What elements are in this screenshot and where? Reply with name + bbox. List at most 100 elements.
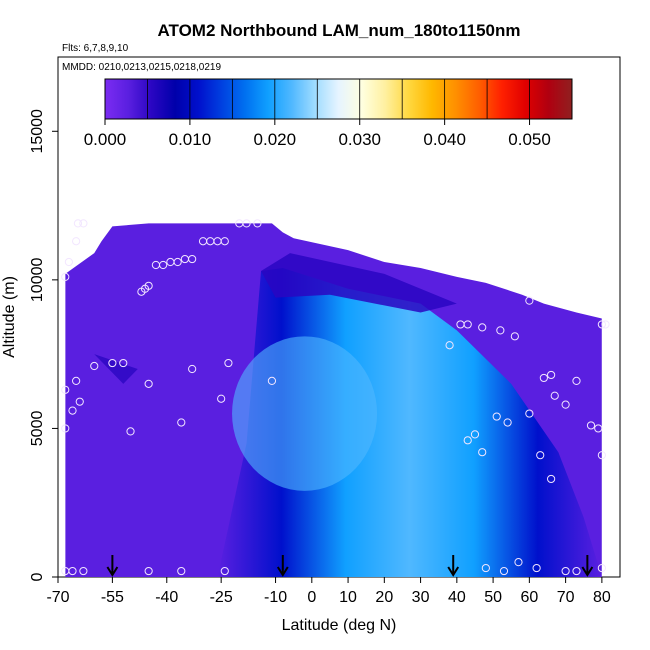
flight-point xyxy=(525,409,534,418)
heatmap-streak xyxy=(94,354,138,384)
arrow-head xyxy=(106,566,119,577)
chart-title: ATOM2 Northbound LAM_num_180to1150nm xyxy=(157,21,520,40)
flight-point xyxy=(61,272,70,281)
colorbar: 0.000 0.010 0.020 0.030 0.040 0.050 xyxy=(84,78,573,149)
flight-points-layer xyxy=(61,219,610,576)
colorbar-tick-label: 0.020 xyxy=(254,130,297,149)
flight-point xyxy=(514,558,523,567)
x-axis-label: Latitude (deg N) xyxy=(282,617,397,634)
flight-point xyxy=(463,436,472,445)
x-tick-label: 0 xyxy=(307,589,316,606)
flight-point xyxy=(503,418,512,427)
flight-point xyxy=(220,237,229,246)
arrows-layer xyxy=(106,555,594,577)
y-tick-label: 5000 xyxy=(29,411,46,447)
flight-point xyxy=(61,424,70,433)
flight-point xyxy=(79,566,88,576)
x-tick-label: 40 xyxy=(448,589,466,606)
flight-point xyxy=(220,566,229,576)
flight-point xyxy=(90,361,99,371)
flight-point xyxy=(597,563,606,573)
flight-point xyxy=(478,448,487,457)
flight-point xyxy=(496,326,505,335)
y-tick-label: 15000 xyxy=(29,109,46,154)
flight-point xyxy=(72,376,81,385)
x-tick-label: 20 xyxy=(375,589,393,606)
colorbar-tick-label: 0.030 xyxy=(338,130,381,149)
flight-point xyxy=(445,341,454,350)
flight-point xyxy=(572,566,581,576)
flight-point xyxy=(536,451,545,460)
x-tick-label: 80 xyxy=(593,589,611,606)
flight-point xyxy=(597,320,606,329)
flight-point xyxy=(594,424,603,433)
flight-point xyxy=(188,254,197,264)
flight-point xyxy=(68,406,77,415)
arrow-head xyxy=(581,566,594,577)
flight-point xyxy=(547,370,556,380)
x-tick-label: -40 xyxy=(155,589,178,606)
flight-point xyxy=(597,451,606,460)
y-axis: 0 5000 10000 15000 xyxy=(29,109,58,581)
flight-point xyxy=(177,566,186,576)
flight-point xyxy=(144,379,153,388)
arrow-head xyxy=(447,566,460,577)
flight-point xyxy=(492,412,501,421)
flight-point xyxy=(561,566,570,576)
flight-point xyxy=(586,421,596,430)
flight-point xyxy=(572,376,581,385)
dates-annotation: MMDD: 0210,0213,0215,0218,0219 xyxy=(62,62,221,73)
flight-point xyxy=(550,391,559,400)
flight-point xyxy=(159,260,168,270)
x-tick-label: 30 xyxy=(412,589,430,606)
x-tick-label: -10 xyxy=(264,589,287,606)
colorbar-tick-label: 0.050 xyxy=(508,130,551,149)
x-tick-label: 70 xyxy=(557,589,575,606)
flight-point xyxy=(532,563,541,573)
arrow-head xyxy=(276,566,289,577)
colorbar-tick-label: 0.010 xyxy=(169,130,212,149)
flight-point xyxy=(217,394,226,403)
flight-point xyxy=(79,219,88,228)
flight-point xyxy=(224,358,233,368)
y-axis-label: Altitude (m) xyxy=(1,276,18,358)
flight-point xyxy=(547,474,556,484)
flight-point xyxy=(188,364,197,374)
heatmap-upper-band xyxy=(261,253,457,313)
flight-point xyxy=(539,373,548,383)
flights-annotation: Flts: 6,7,8,9,10 xyxy=(62,43,129,54)
x-tick-label: 50 xyxy=(484,589,502,606)
flight-point xyxy=(463,320,472,329)
flight-point xyxy=(561,400,570,409)
colorbar-gradient xyxy=(104,78,573,120)
flight-point xyxy=(126,427,135,436)
flight-point xyxy=(510,332,519,341)
flight-point xyxy=(64,257,73,267)
x-tick-label: 60 xyxy=(520,589,538,606)
flight-point xyxy=(75,397,84,406)
flight-point xyxy=(119,358,128,368)
flight-point xyxy=(525,296,534,305)
flight-point xyxy=(601,320,610,329)
x-axis: -70 -55 -40 -25 -10 0 10 20 30 40 50 60 70 80 xyxy=(46,577,611,606)
flight-point xyxy=(144,281,153,290)
colorbar-tick-label: 0.040 xyxy=(423,130,466,149)
flight-point xyxy=(61,385,70,394)
flight-point xyxy=(481,563,490,573)
flight-point xyxy=(173,257,182,267)
flight-point xyxy=(470,430,480,439)
flight-point xyxy=(499,566,509,576)
flight-point xyxy=(108,358,117,368)
x-tick-label: -70 xyxy=(46,589,69,606)
flight-point xyxy=(242,219,251,228)
flight-point xyxy=(73,219,83,228)
x-tick-label: 10 xyxy=(339,589,357,606)
flight-point xyxy=(144,566,153,576)
flight-point xyxy=(478,323,487,332)
flight-point xyxy=(72,237,81,246)
y-tick-label: 10000 xyxy=(29,258,46,303)
colorbar-tick-label: 0.000 xyxy=(84,130,127,149)
x-tick-label: -55 xyxy=(101,589,124,606)
flight-point xyxy=(177,418,186,427)
